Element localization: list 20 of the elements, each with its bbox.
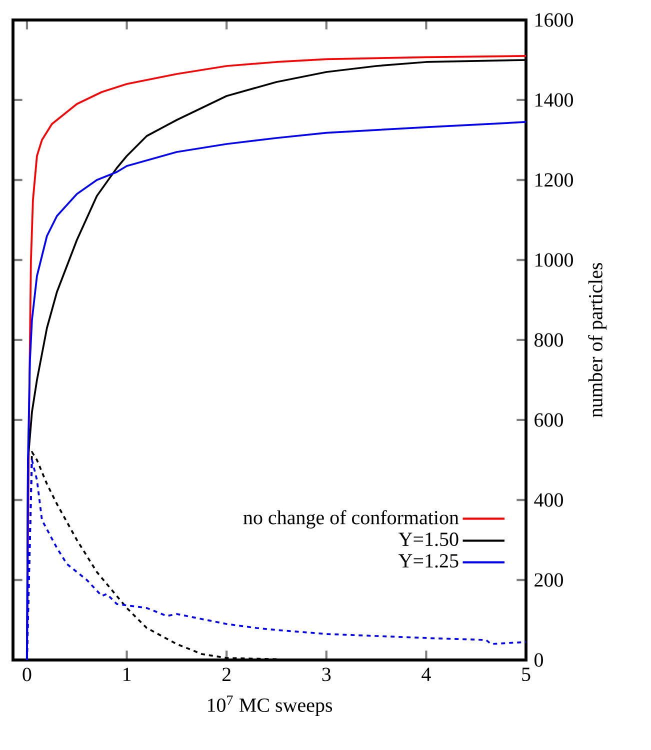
y-tick-label: 1200	[536, 173, 573, 187]
legend-label: Y=1.25	[398, 554, 458, 568]
x-tick-label: 5	[522, 668, 530, 682]
y-tick-label: 1600	[536, 13, 573, 27]
x-tick-label: 2	[222, 668, 230, 681]
x-tick-label: 4	[422, 668, 431, 681]
y-axis-title: number of particles	[588, 262, 606, 418]
legend-label: Y=1.50	[398, 532, 458, 546]
y-tick-label: 1400	[536, 93, 573, 107]
x-tick-label: 0	[22, 668, 32, 682]
y-tick-label: 800	[534, 333, 563, 347]
x-tick-label: 1	[124, 668, 131, 681]
x-axis-title: 10$^{7}$ MC sweeps	[208, 696, 332, 716]
y-tick-label: 400	[534, 493, 563, 507]
y-tick-label: 0	[534, 653, 543, 667]
y-tick-label: 1000	[536, 253, 573, 267]
y-tick-label: 600	[534, 413, 563, 427]
y-tick-label: 200	[534, 573, 563, 587]
x-tick-label: 3	[322, 668, 331, 682]
legend-label: no change of conformation	[243, 510, 459, 528]
